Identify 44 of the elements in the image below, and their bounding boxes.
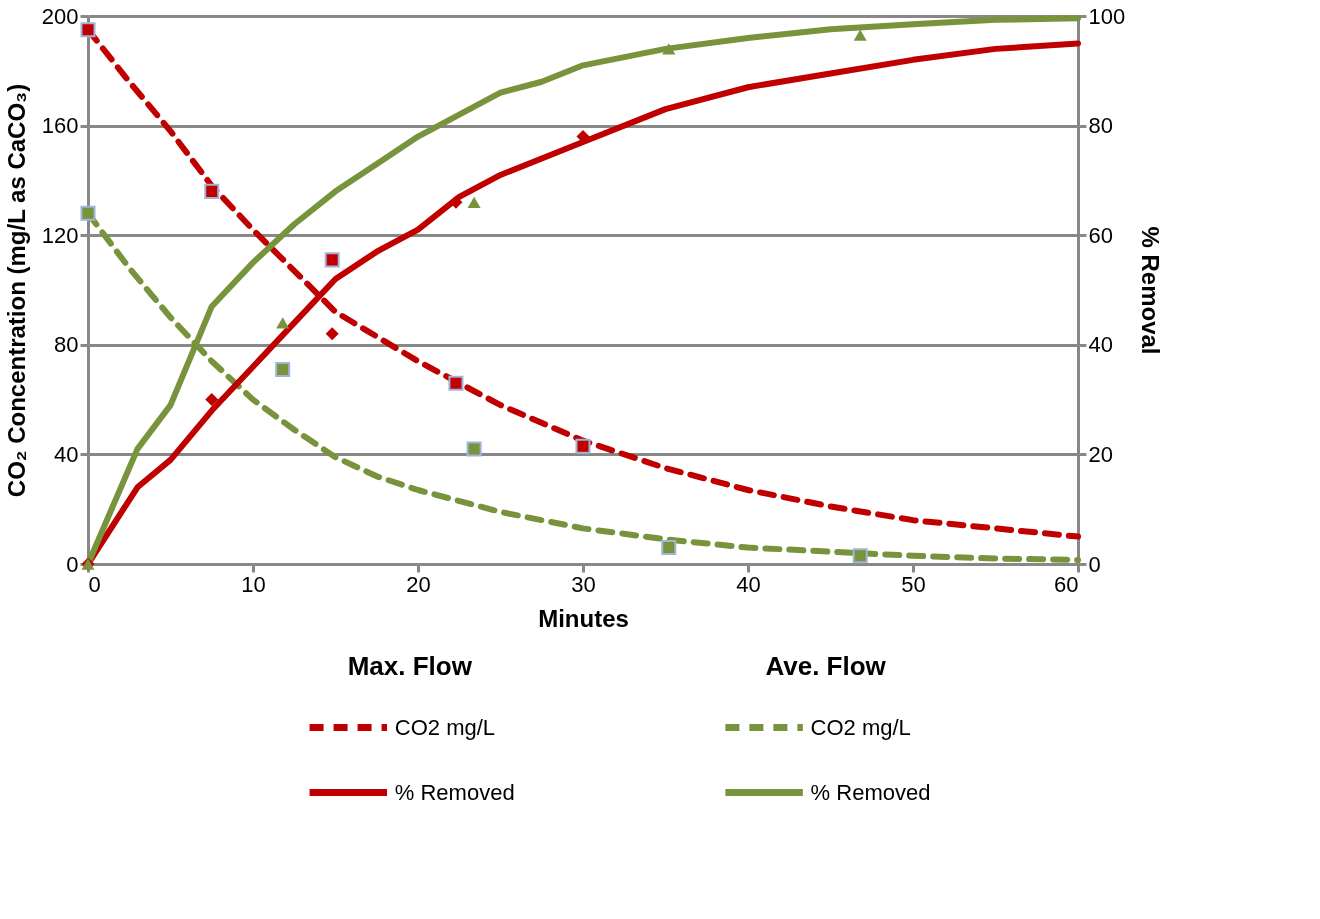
x-tick-label: 0 [88, 571, 101, 597]
point [205, 393, 219, 407]
y2-tick-label: 60 [1088, 222, 1113, 248]
x-tick-label: 60 [1054, 571, 1079, 597]
legend-label: CO2 mg/L [394, 714, 496, 740]
y2-axis-title: % Removal [1137, 226, 1165, 355]
point [466, 441, 482, 457]
y-tick-label: 40 [54, 441, 79, 467]
y-tick-label: 80 [54, 332, 79, 358]
point [467, 196, 481, 208]
y2-tick-label: 0 [1088, 551, 1101, 577]
y2-tick-label: 40 [1088, 332, 1113, 358]
point [853, 29, 867, 41]
point [852, 548, 868, 564]
y-tick-label: 120 [41, 222, 79, 248]
point [325, 327, 339, 341]
x-tick-label: 10 [241, 571, 266, 597]
point [275, 361, 291, 377]
point [448, 375, 464, 391]
point [324, 252, 340, 268]
point [661, 540, 677, 556]
y2-tick-label: 80 [1088, 113, 1113, 139]
text: Max. Flow [347, 651, 472, 681]
point [80, 22, 96, 38]
y-axis-title: CO₂ Concentration (mg/L as CaCO₃) [2, 83, 30, 498]
text: Ave. Flow [765, 651, 886, 681]
point [80, 205, 96, 221]
y-tick-label: 200 [41, 3, 79, 29]
point [575, 438, 591, 454]
x-tick-label: 40 [736, 571, 761, 597]
legend-label: % Removed [394, 779, 515, 805]
x-tick-label: 20 [406, 571, 431, 597]
y2-tick-label: 100 [1088, 3, 1126, 29]
x-tick-label: 50 [901, 571, 926, 597]
x-axis-title: Minutes [538, 604, 629, 632]
y2-tick-label: 20 [1088, 441, 1113, 467]
legend-label: % Removed [810, 779, 931, 805]
legend-label: CO2 mg/L [810, 714, 911, 740]
y-tick-label: 160 [41, 113, 79, 139]
x-tick-label: 30 [571, 571, 596, 597]
point [276, 317, 290, 329]
point [204, 183, 220, 199]
y-tick-label: 0 [66, 551, 79, 577]
point [662, 43, 676, 55]
